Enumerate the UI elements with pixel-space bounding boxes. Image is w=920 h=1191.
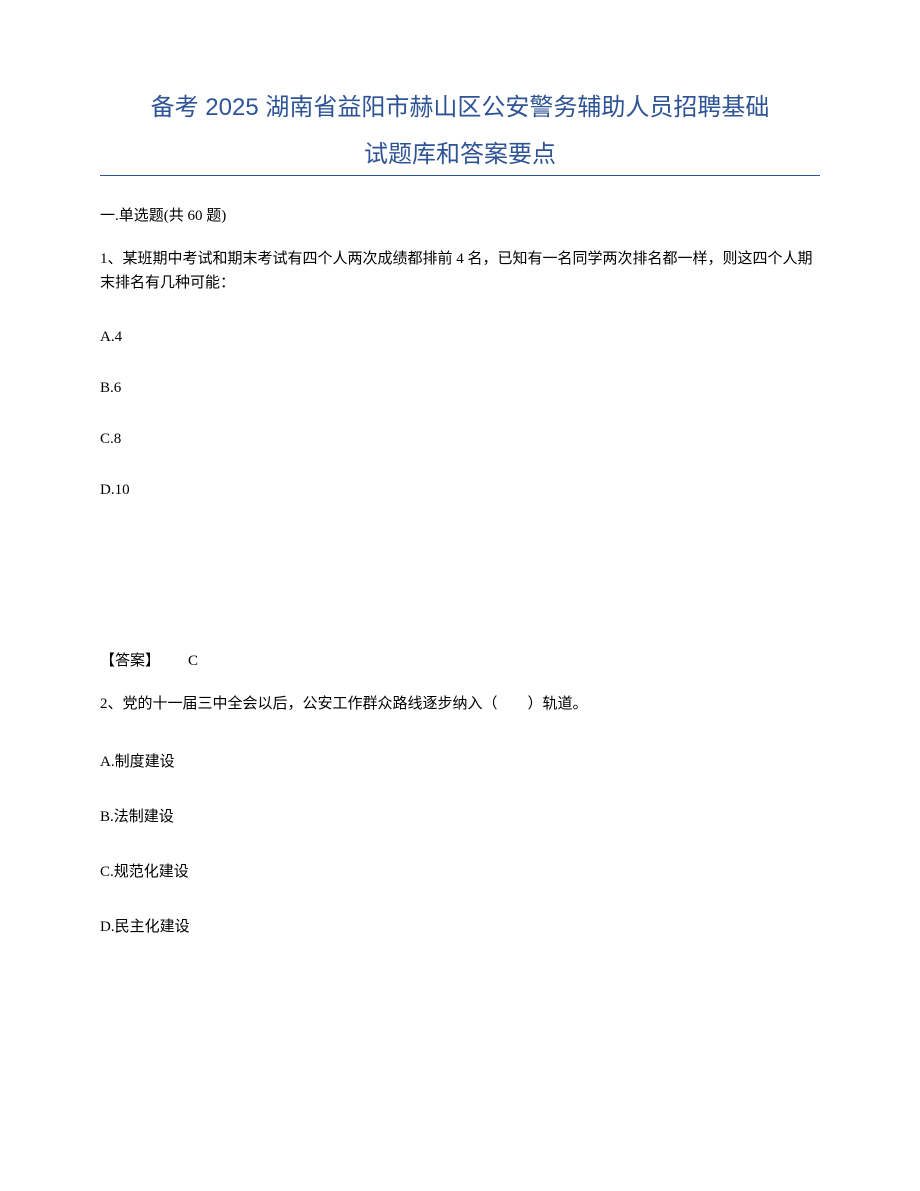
- question-2-option-d: D.民主化建设: [100, 915, 820, 936]
- question-1-option-c: C.8: [100, 431, 820, 448]
- document-title-line2: 试题库和答案要点: [100, 134, 820, 175]
- question-2-option-c: C.规范化建设: [100, 860, 820, 881]
- question-2-text: 2、党的十一届三中全会以后，公安工作群众路线逐步纳入（ ）轨道。: [100, 692, 820, 716]
- question-1-text: 1、某班期中考试和期末考试有四个人两次成绩都排前 4 名，已知有一名同学两次排名…: [100, 247, 820, 295]
- question-1-answer: 【答案】 C: [100, 649, 820, 670]
- question-2-number: 2、: [100, 696, 123, 712]
- answer-label: 【答案】: [100, 653, 160, 669]
- question-1-option-b: B.6: [100, 380, 820, 397]
- title-underline: [100, 175, 820, 176]
- question-2-option-b: B.法制建设: [100, 805, 820, 826]
- answer-value: C: [188, 653, 198, 669]
- question-1-option-a: A.4: [100, 329, 820, 346]
- section-heading: 一.单选题(共 60 题): [100, 204, 820, 225]
- question-1-option-d: D.10: [100, 482, 820, 499]
- question-2-body: 党的十一届三中全会以后，公安工作群众路线逐步纳入（ ）轨道。: [123, 696, 588, 712]
- question-1-number: 1、: [100, 251, 123, 267]
- question-1-body: 某班期中考试和期末考试有四个人两次成绩都排前 4 名，已知有一名同学两次排名都一…: [100, 251, 813, 291]
- document-title-line1: 备考 2025 湖南省益阳市赫山区公安警务辅助人员招聘基础: [100, 90, 820, 134]
- question-2-option-a: A.制度建设: [100, 750, 820, 771]
